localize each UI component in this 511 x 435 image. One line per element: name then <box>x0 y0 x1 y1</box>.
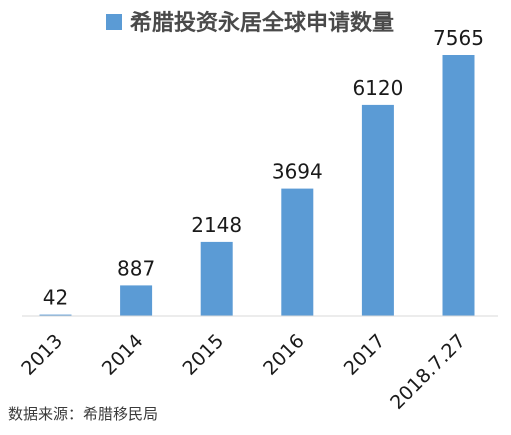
data-label-2017: 6120 <box>352 76 403 100</box>
x-tick-label-2018.7.27: 2018.7.27 <box>386 330 470 414</box>
data-label-2014: 887 <box>117 256 155 280</box>
legend-label: 希腊投资永居全球申请数量 <box>130 10 394 36</box>
bar-2015 <box>200 241 233 316</box>
data-label-2016: 3694 <box>272 160 323 184</box>
bar-2013 <box>39 314 72 316</box>
x-tick-label-2014: 2014 <box>98 330 148 380</box>
x-tick-label-2013: 2013 <box>17 330 67 380</box>
bar-2018.7.27 <box>442 55 475 316</box>
chart-legend: 希腊投资永居全球申请数量 <box>106 10 394 36</box>
x-tick-label-2015: 2015 <box>178 330 228 380</box>
data-label-2015: 2148 <box>191 213 242 237</box>
source-note: 数据来源：希腊移民局 <box>8 405 159 423</box>
bar-2016 <box>281 188 314 316</box>
bar-2014 <box>120 285 153 316</box>
bar-series <box>39 55 475 317</box>
x-tick-label-2016: 2016 <box>259 330 309 380</box>
data-label-2018.7.27: 7565 <box>433 26 484 50</box>
x-tick-label-2017: 2017 <box>340 330 390 380</box>
legend-swatch <box>106 14 122 30</box>
data-label-2013: 42 <box>43 286 68 310</box>
bar-2017 <box>361 104 394 317</box>
data-labels: 42 887 2148 3694 6120 7565 <box>43 26 484 310</box>
